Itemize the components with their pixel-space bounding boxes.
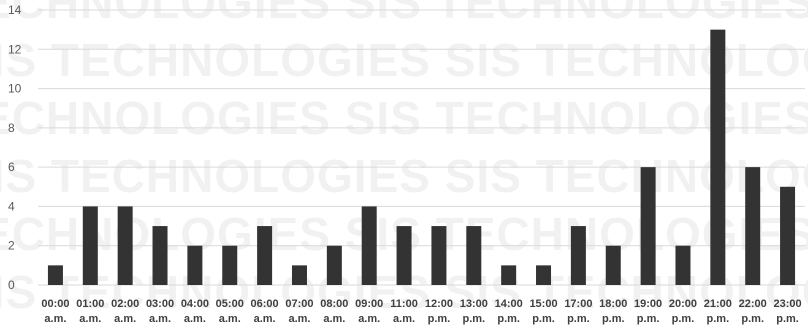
x-tick-label: 08:00 a.m. [320, 298, 348, 325]
x-tick-label: 01:00 a.m. [76, 298, 104, 325]
bar [117, 206, 133, 285]
x-tick-label: 22:00 p.m. [739, 298, 767, 325]
bar [82, 206, 98, 285]
bar [396, 226, 412, 285]
x-tick-label: 02:00 a.m. [111, 298, 139, 325]
x-tick-label: 04:00 a.m. [181, 298, 209, 325]
x-tick-label: 14:00 p.m. [495, 298, 523, 325]
x-axis-ticks: 00:00 a.m. 01:00 a.m. 02:00 a.m. 03:00 a.m. 04:0… [41, 298, 801, 325]
x-tick-label: 18:00 p.m. [599, 298, 627, 325]
bar [47, 265, 63, 285]
watermark-text: SIS TECHNOLOGIES SIS TECHNOLOGIES SIS TE… [0, 34, 808, 86]
watermark-text: SIS TECHNOLOGIES SIS TECHNOLOGIES SIS TE… [0, 92, 808, 144]
y-tick-label: 4 [8, 199, 15, 213]
bar [187, 245, 203, 285]
bar [570, 226, 586, 285]
y-tick-label: 10 [8, 82, 22, 96]
x-tick-label: 05:00 a.m. [216, 298, 244, 325]
y-tick-label: 0 [8, 278, 15, 292]
bar [501, 265, 517, 285]
y-tick-label: 6 [8, 160, 15, 174]
x-tick-label: 06:00 a.m. [251, 298, 279, 325]
y-tick-label: 12 [8, 42, 22, 56]
bar [745, 167, 761, 285]
bar [431, 226, 447, 285]
bar [536, 265, 552, 285]
x-tick-label: 07:00 a.m. [285, 298, 313, 325]
watermark-text: SIS TECHNOLOGIES SIS TECHNOLOGIES SIS TE… [0, 150, 808, 202]
bar [605, 245, 621, 285]
y-tick-label: 2 [8, 239, 15, 253]
bar [466, 226, 482, 285]
bar [326, 245, 342, 285]
y-axis-ticks: 0 2 4 6 8 10 12 14 [8, 3, 22, 292]
x-tick-label: 00:00 a.m. [41, 298, 69, 325]
x-tick-label: 09:00 a.m. [355, 298, 383, 325]
y-tick-label: 8 [8, 121, 15, 135]
bar [222, 245, 238, 285]
bar [257, 226, 273, 285]
x-tick-label: 13:00 p.m. [460, 298, 488, 325]
x-tick-label: 20:00 p.m. [669, 298, 697, 325]
watermark-text: SIS TECHNOLOGIES SIS TECHNOLOGIES SIS TE… [0, 0, 808, 28]
bar [675, 245, 691, 285]
x-tick-label: 15:00 p.m. [529, 298, 557, 325]
bar [710, 29, 726, 286]
bars [47, 29, 796, 286]
y-tick-label: 14 [8, 3, 22, 17]
x-tick-label: 12:00 p.m. [425, 298, 453, 325]
x-tick-label: 19:00 p.m. [634, 298, 662, 325]
bar [780, 186, 796, 285]
bar [361, 206, 377, 285]
bar [291, 265, 307, 285]
x-tick-label: 17:00 p.m. [564, 298, 592, 325]
bar [152, 226, 168, 285]
x-tick-label: 23:00 p.m. [773, 298, 801, 325]
x-tick-label: 21:00 p.m. [704, 298, 732, 325]
x-tick-label: 03:00 a.m. [146, 298, 174, 325]
x-tick-label: 11:00 a.m. [390, 298, 418, 325]
bar [640, 167, 656, 285]
